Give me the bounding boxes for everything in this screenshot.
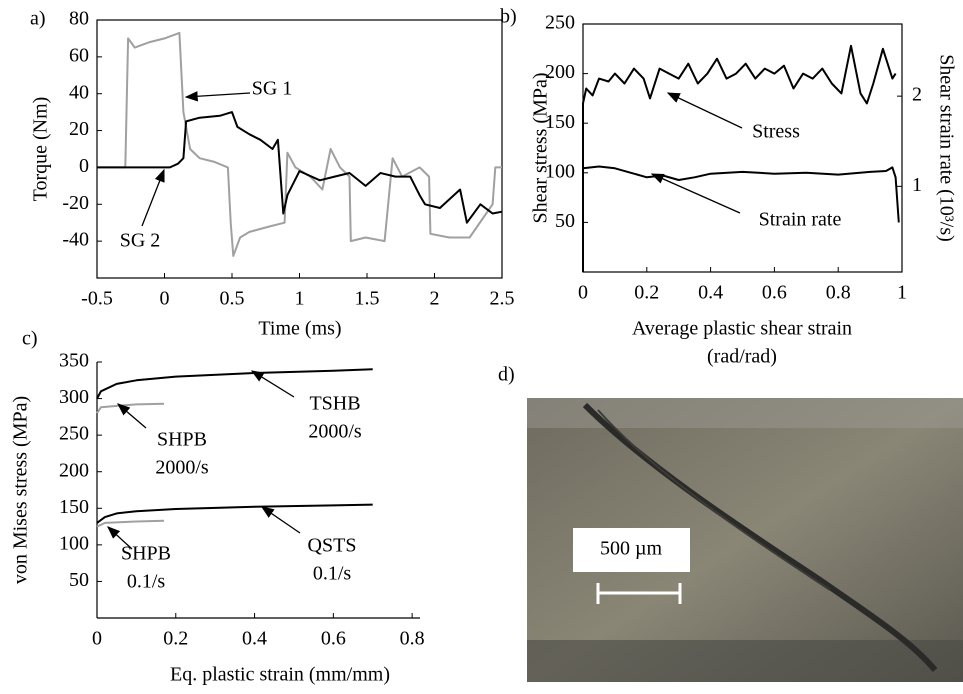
y-tick-label: 200 bbox=[545, 61, 575, 83]
y-tick-label: 350 bbox=[59, 350, 89, 372]
y-tick-label: 50 bbox=[555, 210, 575, 232]
annotation: Stress bbox=[752, 121, 800, 143]
x-tick-label: 0.4 bbox=[698, 282, 723, 304]
x-tick-label: 1.5 bbox=[355, 288, 380, 310]
y-tick-label: 300 bbox=[59, 386, 89, 408]
scale-bar-label: 500 µm bbox=[600, 538, 663, 560]
micrograph: 500 µm bbox=[527, 398, 963, 682]
annotation-arrow bbox=[141, 168, 165, 227]
x-tick-label: 2.5 bbox=[490, 288, 515, 310]
x-axis-title: (rad/rad) bbox=[707, 346, 777, 368]
x-tick-label: 1 bbox=[897, 282, 907, 304]
y2-tick-label: 1 bbox=[912, 174, 922, 196]
x-tick-label: 0.5 bbox=[220, 288, 245, 310]
x-tick-label: 0.8 bbox=[826, 282, 851, 304]
data-line bbox=[96, 519, 165, 528]
annotation-arrow bbox=[666, 92, 743, 129]
x-tick-label: 0.6 bbox=[321, 628, 346, 650]
y-tick-label: 0 bbox=[79, 155, 89, 177]
annotation-arrow bbox=[260, 506, 301, 534]
x-tick-label: 1 bbox=[295, 288, 305, 310]
annotation-arrow bbox=[117, 403, 147, 429]
annotation: QSTS bbox=[308, 535, 357, 557]
data-line bbox=[582, 44, 897, 272]
panel-label: a) bbox=[30, 8, 46, 30]
x-tick-label: 0 bbox=[92, 628, 102, 650]
y-tick-label: 100 bbox=[59, 532, 89, 554]
y2-axis-title: Shear strain rate (10³/s) bbox=[935, 54, 957, 242]
annotation: TSHB bbox=[309, 393, 360, 415]
panel-label: d) bbox=[498, 364, 515, 386]
y-axis-title: Torque (Nm) bbox=[30, 97, 52, 202]
data-line bbox=[96, 368, 373, 400]
y-tick-label: 100 bbox=[545, 160, 575, 182]
annotation: 2000/s bbox=[308, 421, 362, 443]
y-axis-title: Shear stress (MPa) bbox=[530, 72, 552, 223]
annotation-arrow bbox=[250, 370, 295, 398]
y-tick-label: 40 bbox=[69, 81, 89, 103]
y2-tick-label: 2 bbox=[912, 84, 922, 106]
y-tick-label: 20 bbox=[69, 118, 89, 140]
panel-label: b) bbox=[500, 6, 517, 28]
annotation-arrow bbox=[650, 173, 741, 214]
annotation: 0.1/s bbox=[313, 563, 352, 585]
x-axis-title: Average plastic shear strain bbox=[632, 318, 852, 340]
annotation-arrow bbox=[184, 91, 251, 102]
annotation: Strain rate bbox=[759, 209, 842, 231]
y-tick-label: 250 bbox=[545, 12, 575, 34]
annotation: 2000/s bbox=[155, 457, 209, 479]
x-tick-label: 0 bbox=[160, 288, 170, 310]
x-tick-label: 0.6 bbox=[762, 282, 787, 304]
x-axis-title: Time (ms) bbox=[258, 318, 341, 340]
x-tick-label: 0.4 bbox=[242, 628, 267, 650]
data-line bbox=[96, 402, 165, 414]
panel-label: c) bbox=[22, 328, 38, 350]
annotation: SG 2 bbox=[120, 230, 161, 252]
x-tick-label: 0.8 bbox=[400, 628, 425, 650]
y-axis-title: von Mises stress (MPa) bbox=[10, 396, 32, 584]
y-tick-label: 150 bbox=[59, 496, 89, 518]
x-tick-label: 0.2 bbox=[163, 628, 188, 650]
y-tick-label: 50 bbox=[69, 569, 89, 591]
annotation-arrow bbox=[107, 526, 133, 550]
x-tick-label: -0.5 bbox=[81, 288, 113, 310]
x-tick-label: 0 bbox=[578, 282, 588, 304]
data-line bbox=[582, 165, 900, 223]
data-line bbox=[97, 111, 503, 224]
x-axis-title: Eq. plastic strain (mm/mm) bbox=[170, 664, 390, 686]
y-tick-label: 200 bbox=[59, 459, 89, 481]
y-tick-label: 80 bbox=[69, 8, 89, 30]
y-tick-label: -20 bbox=[62, 192, 89, 214]
x-tick-label: 2 bbox=[430, 288, 440, 310]
data-line bbox=[96, 503, 373, 524]
x-tick-label: 0.2 bbox=[634, 282, 659, 304]
y-tick-label: 150 bbox=[545, 111, 575, 133]
annotation: SG 1 bbox=[252, 78, 293, 100]
y-tick-label: -40 bbox=[62, 229, 89, 251]
annotation: SHPB bbox=[157, 429, 207, 451]
y-tick-label: 60 bbox=[69, 44, 89, 66]
y-tick-label: 250 bbox=[59, 423, 89, 445]
annotation: SHPB bbox=[121, 543, 171, 565]
annotation: 0.1/s bbox=[127, 571, 166, 593]
data-line bbox=[97, 31, 502, 257]
